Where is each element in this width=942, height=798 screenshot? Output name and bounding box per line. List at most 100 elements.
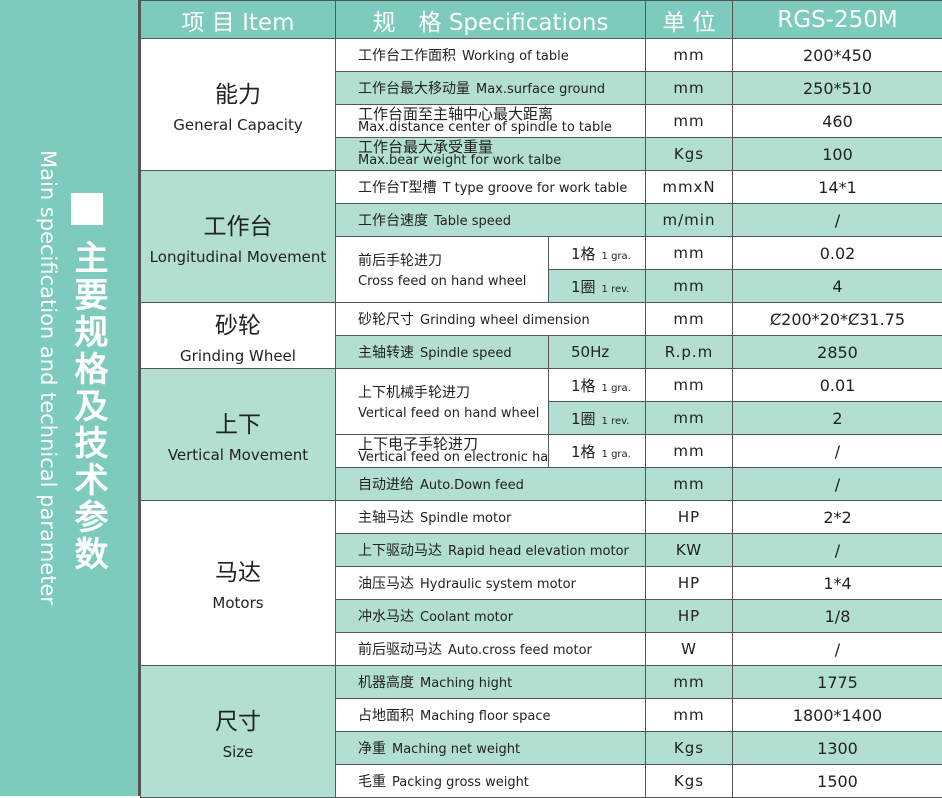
group-title-zh: 砂轮 (141, 306, 335, 340)
unit-cell: KW (646, 534, 733, 567)
value-cell: 460 (733, 105, 942, 138)
unit-cell: HP (646, 501, 733, 534)
spec-name-zh: 净重 (358, 741, 386, 757)
value-cell: 100 (733, 138, 942, 171)
group-title-en: Vertical Movement (141, 445, 335, 465)
unit-cell: mmxN (646, 171, 733, 204)
value-cell: 2*2 (733, 501, 942, 534)
unit-cell: mm (646, 105, 733, 138)
spec-name-en: Table speed (434, 214, 511, 229)
group-title-en: Size (141, 742, 335, 762)
spec-name-zh: 上下机械手轮进刀 (358, 382, 548, 402)
spec-name-zh: 工作台速度 (358, 213, 428, 229)
square-bullet-icon (71, 193, 103, 225)
header-model: RGS-250M (733, 1, 942, 39)
group-cell: 工作台 Longitudinal Movement (141, 171, 336, 303)
spec-name-en: Hydraulic system motor (420, 577, 576, 592)
spec-name-zh: 占地面积 (358, 708, 414, 724)
sub-spec-cell: 50Hz (549, 336, 646, 369)
value-cell: 1*4 (733, 567, 942, 600)
unit-cell: mm (646, 699, 733, 732)
sub-spec-cell: 1格 1 gra. (549, 369, 646, 402)
spec-name-en: Auto.Down feed (420, 478, 524, 493)
unit-cell: mm (646, 666, 733, 699)
spec-name-en: Grinding wheel dimension (420, 313, 590, 328)
value-cell: 14*1 (733, 171, 942, 204)
value-cell: / (733, 633, 942, 666)
group-title-zh: 工作台 (141, 207, 335, 241)
value-cell: 250*510 (733, 72, 942, 105)
sidebar: Main specification and technical paramet… (0, 0, 140, 796)
group-title-zh: 马达 (141, 553, 335, 587)
unit-cell: Kgs (646, 732, 733, 765)
group-title-en: Longitudinal Movement (141, 247, 335, 267)
header-item: 项 目 Item (141, 1, 336, 39)
group-title-zh: 尺寸 (141, 702, 335, 736)
spec-name-en: Maching floor space (420, 709, 551, 724)
spec-cell: 净重 Maching net weight (336, 732, 646, 765)
spec-name-en: Auto.cross feed motor (448, 643, 592, 658)
spec-name-en: Working of table (462, 49, 569, 64)
unit-cell: R.p.m (646, 336, 733, 369)
value-cell: 1775 (733, 666, 942, 699)
spec-name-en: Coolant motor (420, 610, 513, 625)
spec-name-en: Spindle speed (420, 346, 512, 361)
header-spec: 规 格 Specifications (336, 1, 646, 39)
spec-cell: 占地面积 Maching floor space (336, 699, 646, 732)
spec-name-en: Spindle motor (420, 511, 511, 526)
spec-name-en: Vertical feed on electronic hand (358, 451, 548, 465)
group-cell: 上下 Vertical Movement (141, 369, 336, 501)
spec-cell: 砂轮尺寸 Grinding wheel dimension (336, 303, 646, 336)
spec-name-zh: 工作台最大承受重量 (358, 140, 645, 154)
sub-spec-cell: 1格 1 gra. (549, 237, 646, 270)
unit-cell: mm (646, 39, 733, 72)
sub-spec-small: 1 rev. (602, 284, 630, 295)
unit-cell: HP (646, 600, 733, 633)
spec-name-en: Maching net weight (392, 742, 520, 757)
sub-spec-label: 1格 (571, 377, 596, 395)
sub-spec-label: 1格 (571, 245, 596, 263)
spec-name-zh: 工作台T型槽 (358, 180, 437, 196)
unit-cell: mm (646, 237, 733, 270)
sub-spec-small: 1 gra. (602, 251, 631, 262)
sub-spec-small: 1 rev. (602, 416, 630, 427)
value-cell: 1800*1400 (733, 699, 942, 732)
value-cell: 1500 (733, 765, 942, 798)
value-cell: 1300 (733, 732, 942, 765)
sidebar-title-zh: 主要规格及技术参数 (66, 240, 110, 573)
header-row: 项 目 Item 规 格 Specifications 单 位 RGS-250M (141, 1, 942, 39)
unit-cell: Kgs (646, 138, 733, 171)
spec-name-zh: 上下电子手轮进刀 (358, 437, 548, 451)
sub-spec-small: 1 gra. (602, 449, 631, 460)
group-title-zh: 上下 (141, 405, 335, 439)
spec-name-zh: 砂轮尺寸 (358, 312, 414, 328)
sub-spec-label: 1圈 (571, 410, 596, 428)
value-cell: 4 (733, 270, 942, 303)
sub-spec-small: 1 gra. (602, 383, 631, 394)
value-cell: 2 (733, 402, 942, 435)
unit-cell: mm (646, 468, 733, 501)
spec-name-en: Max.bear weight for work talbe (358, 154, 645, 168)
sub-spec-cell: 1格 1 gra. (549, 435, 646, 468)
spec-name-zh: 前后手轮进刀 (358, 250, 548, 270)
spec-name-zh: 毛重 (358, 774, 386, 790)
sub-spec-label: 1格 (571, 443, 596, 461)
spec-table: 项 目 Item 规 格 Specifications 单 位 RGS-250M… (140, 0, 942, 798)
value-cell: 200*450 (733, 39, 942, 72)
